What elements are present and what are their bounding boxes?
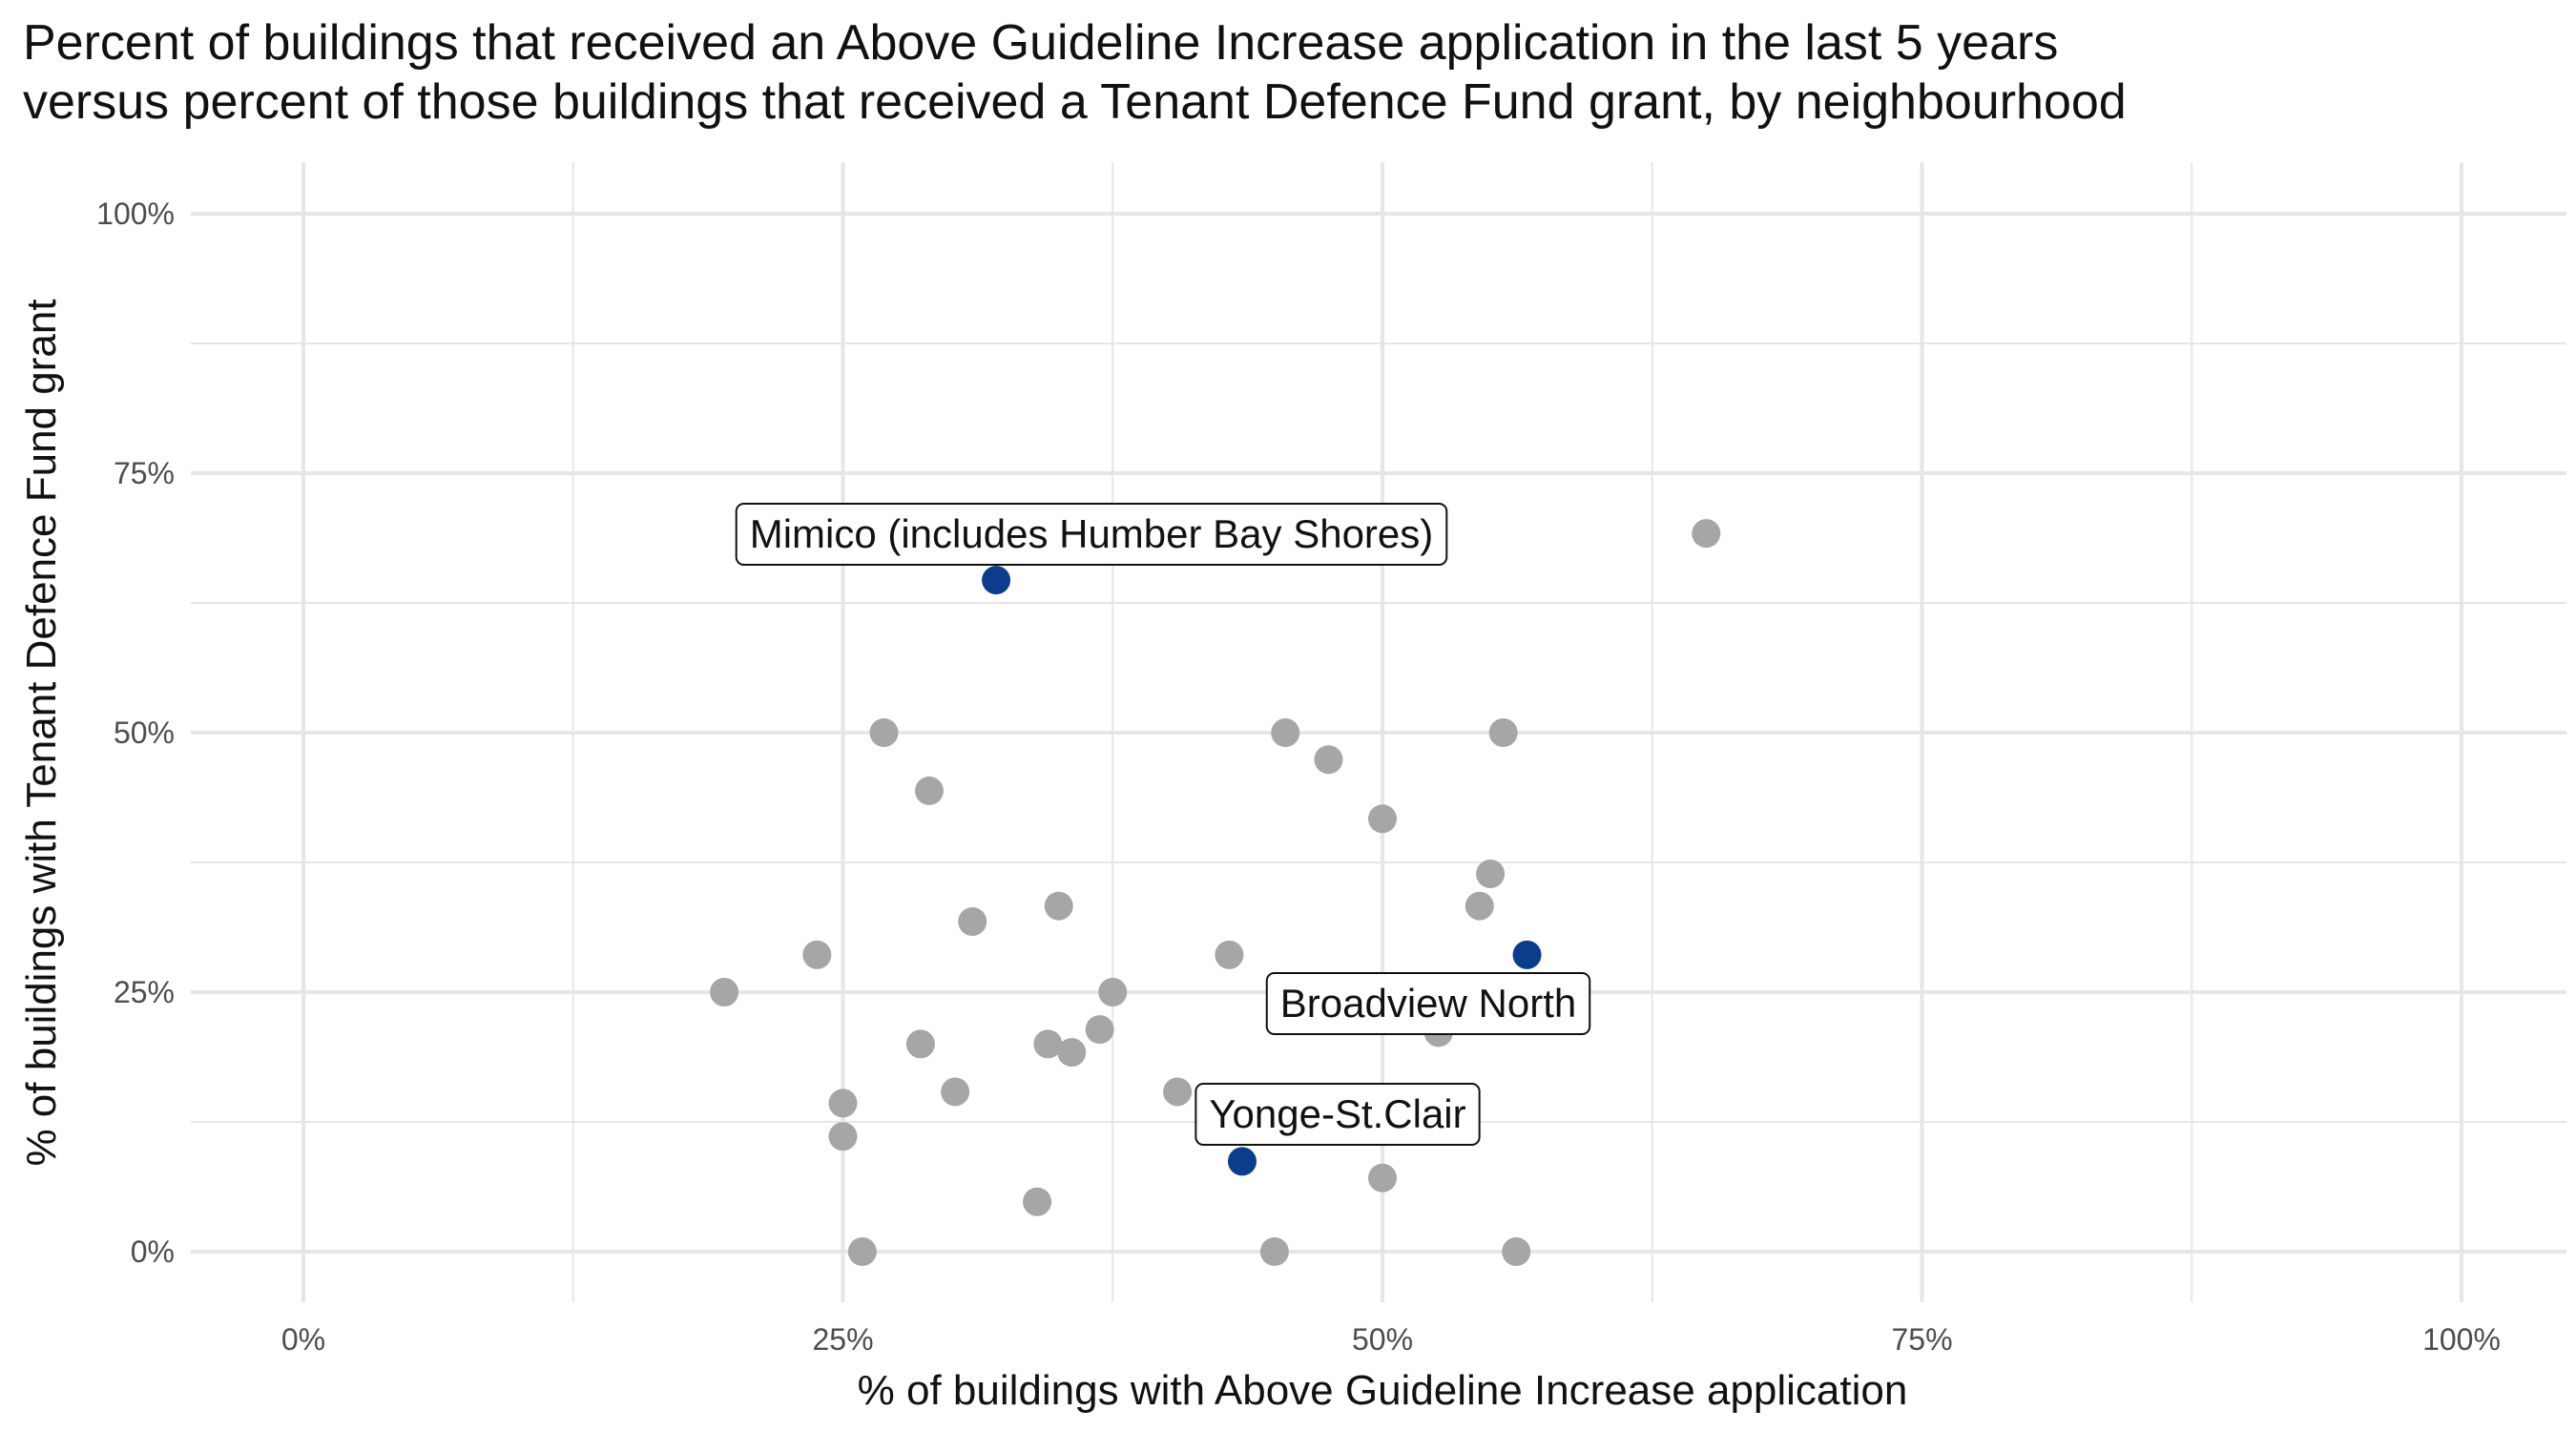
data-point [1044,891,1073,921]
data-point [869,718,899,747]
grid-lines [191,162,2566,1302]
chart-title: Percent of buildings that received an Ab… [23,15,2059,71]
y-tick-label: 25% [114,975,175,1009]
annotation-label: Yonge-St.Clair [1209,1091,1465,1136]
data-point [1085,1015,1114,1045]
highlighted-point [982,566,1011,595]
data-point [1023,1187,1052,1216]
x-axis-title: % of buildings with Above Guideline Incr… [858,1367,1908,1414]
x-tick-label: 25% [812,1322,873,1357]
annotations: Mimico (includes Humber Bay Shores) Broad… [735,503,1591,1146]
data-point [1488,718,1518,747]
data-point [1314,745,1343,775]
data-point [1098,978,1128,1006]
y-tick-label: 75% [114,456,175,490]
highlighted-point [1227,1147,1257,1176]
y-tick-label: 50% [114,716,175,750]
chart-subtitle: versus percent of those buildings that r… [23,74,2127,130]
chart-title-block: Percent of buildings that received an Ab… [23,13,2551,132]
data-point [1368,1163,1397,1192]
data-point [847,1237,877,1266]
data-point [1368,804,1397,834]
annotation-box [1195,1083,1481,1146]
data-point [1057,1038,1087,1068]
annotation-box [1265,972,1591,1035]
x-tick-label: 100% [2422,1322,2501,1357]
data-point [941,1077,970,1107]
y-tick-label: 0% [131,1234,175,1269]
x-tick-label: 75% [1891,1322,1952,1357]
data-point [1476,859,1506,888]
y-tick-label: 100% [96,197,175,231]
data-point [1259,1237,1289,1266]
data-point [958,907,987,937]
point-annotation: Yonge-St.Clair [1195,1083,1481,1146]
data-point [1502,1237,1531,1266]
data-point [828,1122,858,1151]
data-point [1465,891,1494,921]
data-point [1163,1077,1193,1107]
point-annotation: Mimico (includes Humber Bay Shores) [735,503,1448,566]
x-tick-label: 0% [281,1322,325,1357]
x-tick-label: 50% [1352,1322,1413,1357]
data-point [1271,718,1300,747]
data-point [710,978,739,1006]
point-annotation: Broadview North [1265,972,1591,1035]
data-point [914,776,944,805]
data-points [710,519,1721,1266]
y-axis-title: % of buildings with Tenant Defence Fund … [18,299,65,1166]
tick-labels: 0% 25% 50% 75% 100% 0% 25% 50% 75% 100% [96,197,2501,1357]
data-point [905,1029,935,1059]
data-point [1215,940,1244,969]
data-point [828,1089,858,1118]
data-point [802,940,832,969]
annotation-box [735,503,1448,566]
annotation-label: Broadview North [1280,981,1576,1026]
annotation-label: Mimico (includes Humber Bay Shores) [750,511,1434,556]
data-point [1692,519,1721,549]
data-point [1033,1029,1063,1059]
highlighted-point [1512,940,1542,969]
